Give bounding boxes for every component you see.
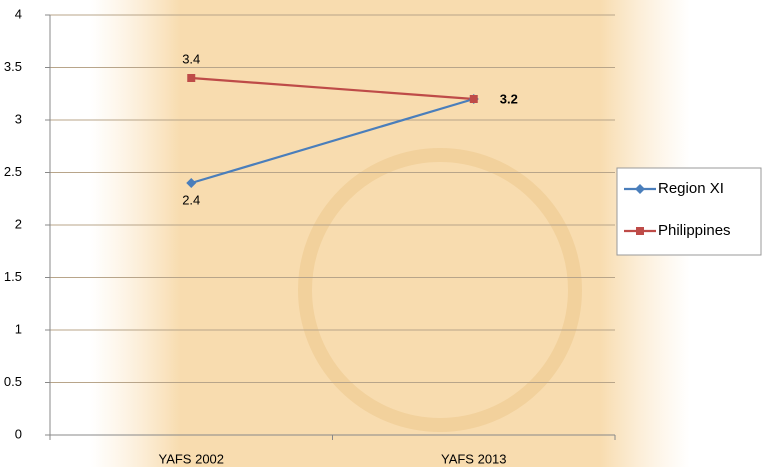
legend-marker — [636, 227, 644, 235]
legend-marker — [635, 184, 645, 194]
series-line — [191, 76, 474, 101]
y-tick-label: 1.5 — [4, 269, 22, 284]
y-tick-label: 1 — [15, 321, 22, 336]
point — [186, 178, 197, 188]
point — [469, 95, 478, 103]
y-tick-label: 2 — [15, 216, 22, 231]
watermark — [90, 0, 690, 467]
x-tick-label: YAFS 2002 — [158, 451, 224, 466]
legend-label: Region XI — [658, 180, 724, 197]
data-label: 3.4 — [182, 51, 200, 66]
legend-label: Philippines — [658, 222, 731, 239]
point — [187, 74, 196, 82]
y-tick-label: 0 — [15, 426, 22, 441]
data-label: 3.2 — [500, 91, 518, 106]
series-line — [190, 97, 475, 185]
legend-box — [616, 167, 762, 256]
x-tick-label: YAFS 2013 — [441, 451, 507, 466]
y-tick-label: 2.5 — [4, 164, 22, 179]
y-tick-label: 0.5 — [4, 374, 22, 389]
data-label: 2.4 — [182, 192, 200, 207]
y-tick-label: 3 — [15, 111, 22, 126]
y-tick-label: 4 — [15, 6, 22, 21]
watermark-seal — [298, 148, 582, 432]
y-tick-label: 3.5 — [4, 59, 22, 74]
